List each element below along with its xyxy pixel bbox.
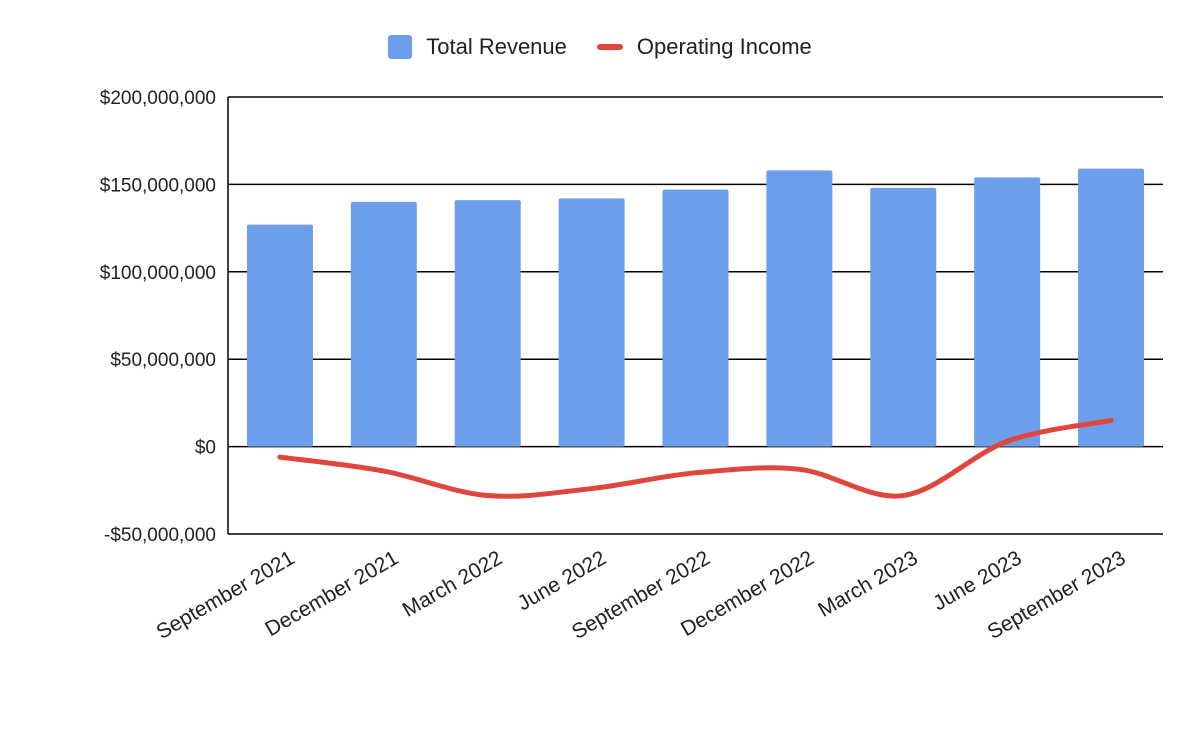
bar — [974, 177, 1041, 447]
x-tick-label: March 2023 — [814, 546, 922, 621]
bar — [454, 200, 521, 447]
legend-swatch-operating-income — [596, 44, 623, 50]
legend-label-operating-income: Operating Income — [636, 34, 812, 59]
bar — [766, 170, 833, 447]
bar — [246, 224, 313, 447]
bar — [558, 198, 625, 447]
bar — [350, 201, 417, 447]
legend: Total Revenue Operating Income — [0, 34, 1200, 60]
x-tick-label: June 2023 — [929, 546, 1025, 615]
x-tick-label: March 2022 — [399, 546, 507, 621]
bar — [662, 189, 729, 447]
legend-item-operating-income[interactable]: Operating Income — [596, 34, 812, 60]
y-tick-label: $100,000,000 — [100, 263, 216, 284]
legend-item-total-revenue[interactable]: Total Revenue — [388, 34, 567, 60]
y-tick-label: $0 — [195, 438, 216, 459]
x-tick-label: June 2022 — [514, 546, 610, 615]
legend-swatch-total-revenue — [388, 35, 413, 59]
y-tick-label: $150,000,000 — [100, 175, 216, 196]
y-tick-label: -$50,000,000 — [104, 525, 216, 546]
series-line-operating-income — [277, 417, 1114, 499]
bar — [1078, 168, 1145, 447]
legend-label-total-revenue: Total Revenue — [426, 34, 567, 59]
y-tick-label: $200,000,000 — [100, 88, 216, 109]
bar — [870, 187, 937, 447]
y-tick-label: $50,000,000 — [110, 350, 216, 371]
